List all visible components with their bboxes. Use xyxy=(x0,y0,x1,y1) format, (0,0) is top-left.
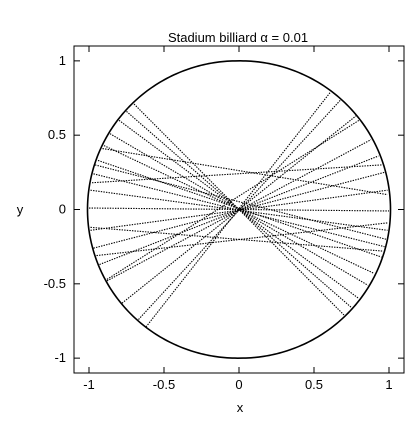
trajectory-segment xyxy=(97,159,382,258)
y-axis-label: y xyxy=(17,202,24,217)
trajectory-segment xyxy=(93,171,385,249)
x-tick-label: 1 xyxy=(385,377,392,392)
trajectory-segment xyxy=(90,226,384,252)
y-tick-label: -1 xyxy=(54,350,66,365)
y-tick-label: 1 xyxy=(59,53,66,68)
trajectory-segment xyxy=(106,139,372,282)
chart-title: Stadium billiard α = 0.01 xyxy=(168,30,308,45)
x-tick-label: 0 xyxy=(235,377,242,392)
x-tick-label: 0.5 xyxy=(305,377,323,392)
trajectory-segment xyxy=(90,189,388,231)
y-tick-label: 0 xyxy=(59,202,66,217)
trajectory-segment xyxy=(106,119,360,280)
trajectory-segment xyxy=(133,103,345,316)
trajectory-segment xyxy=(94,164,387,240)
stadium-boundary xyxy=(86,60,392,359)
trajectory-segment xyxy=(91,164,382,184)
x-tick-label: -1 xyxy=(83,377,95,392)
trajectory-segment xyxy=(99,155,379,266)
trajectory-segment xyxy=(88,207,390,212)
y-tick-label: -0.5 xyxy=(44,276,66,291)
trajectory-segment xyxy=(93,173,385,248)
x-tick-label: -0.5 xyxy=(153,377,175,392)
axes: -1 -0.5 0 0.5 1 -1 -0.5 0 0.5 1 xyxy=(44,45,405,392)
trajectory-segment xyxy=(102,148,388,196)
plot-area xyxy=(86,60,392,359)
trajectory-segment xyxy=(96,222,388,257)
trajectory-segment xyxy=(90,189,388,231)
trajectory-segment xyxy=(109,133,369,286)
x-axis-label: x xyxy=(237,400,244,415)
y-tick-label: 0.5 xyxy=(48,127,66,142)
